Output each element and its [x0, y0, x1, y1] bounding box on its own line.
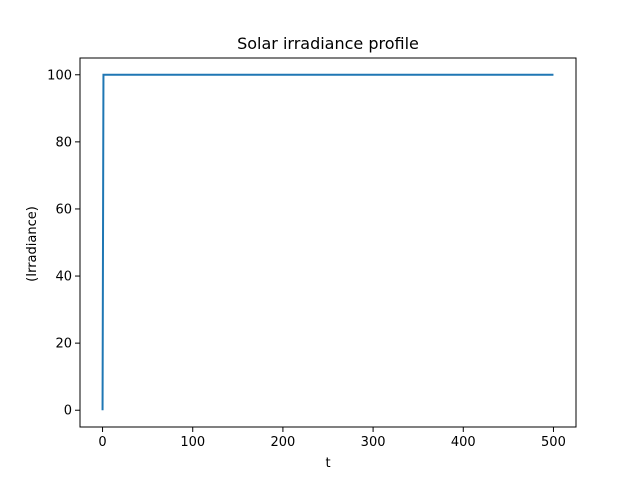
y-tick-label: 20 — [55, 337, 72, 352]
y-tick-label: 0 — [64, 404, 72, 419]
x-tick-label: 300 — [361, 435, 386, 450]
y-axis-label: (Irradiance) — [25, 206, 40, 282]
plot-frame — [79, 57, 577, 428]
x-tick-label: 500 — [541, 435, 566, 450]
y-tick-label: 100 — [47, 68, 72, 83]
plot-area: 0 100 200 300 400 500 0 20 40 60 80 100 — [47, 57, 577, 450]
x-tick-label: 200 — [270, 435, 295, 450]
y-tick-label: 80 — [55, 135, 72, 150]
y-tick-label: 60 — [55, 202, 72, 217]
series-line-0 — [101, 73, 554, 411]
x-axis-label: t — [325, 456, 330, 471]
x-tick-label: 400 — [451, 435, 476, 450]
x-tick-label: 0 — [98, 435, 106, 450]
chart-title: Solar irradiance profile — [237, 34, 419, 53]
y-tick-label: 40 — [55, 270, 72, 285]
x-tick-label: 100 — [180, 435, 205, 450]
